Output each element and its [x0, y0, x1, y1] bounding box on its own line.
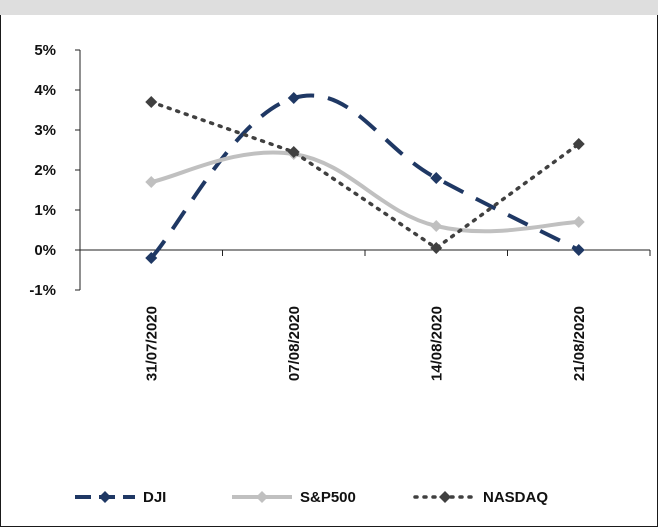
- series-dji: [145, 92, 585, 264]
- series-line-dji: [149, 93, 580, 260]
- legend-item-nasdaq: NASDAQ: [413, 489, 548, 506]
- y-tick-label: 4%: [34, 82, 56, 99]
- y-tick-label: -1%: [29, 282, 56, 299]
- data-point-dji: [572, 244, 585, 256]
- data-point-nasdaq: [572, 138, 585, 150]
- data-point-sp500: [430, 220, 443, 232]
- legend-marker-sp500: [256, 491, 268, 503]
- series-group: [145, 92, 585, 264]
- data-point-sp500: [145, 176, 158, 188]
- x-tick-label: 21/08/2020: [571, 306, 588, 381]
- x-tick-label: 14/08/2020: [428, 306, 445, 381]
- axes: [79, 50, 651, 290]
- legend-marker-dji: [99, 491, 111, 503]
- y-axis-ticks: 5% 4% 3% 2% 1% 0% -1%: [29, 42, 80, 299]
- data-point-sp500: [572, 216, 585, 228]
- data-point-dji: [145, 252, 158, 264]
- series-line-nasdaq: [149, 100, 581, 251]
- x-axis-ticks: 31/07/2020 07/08/2020 14/08/2020 21/08/2020: [143, 306, 588, 381]
- data-point-nasdaq: [145, 96, 158, 108]
- x-tick-label: 07/08/2020: [286, 306, 303, 381]
- legend: DJI S&P500 NASDAQ: [75, 489, 548, 506]
- legend-label-dji: DJI: [143, 489, 166, 506]
- y-tick-label: 3%: [34, 122, 56, 139]
- legend-item-sp500: S&P500: [232, 489, 356, 506]
- series-sp500: [145, 148, 585, 234]
- series-nasdaq: [145, 96, 585, 254]
- legend-item-dji: DJI: [75, 489, 166, 506]
- data-point-nasdaq: [287, 146, 300, 158]
- y-tick-label: 2%: [34, 162, 56, 179]
- legend-label-sp500: S&P500: [300, 489, 356, 506]
- y-tick-label: 5%: [34, 42, 56, 59]
- data-point-dji: [430, 172, 443, 184]
- x-tick-label: 31/07/2020: [143, 306, 160, 381]
- y-tick-label: 0%: [34, 242, 56, 259]
- series-line-sp500: [150, 150, 579, 234]
- data-point-dji: [287, 92, 300, 104]
- legend-marker-nasdaq: [439, 491, 451, 503]
- legend-label-nasdaq: NASDAQ: [483, 489, 548, 506]
- header-band: [0, 0, 658, 15]
- data-point-nasdaq: [430, 242, 443, 254]
- y-tick-label: 1%: [34, 202, 56, 219]
